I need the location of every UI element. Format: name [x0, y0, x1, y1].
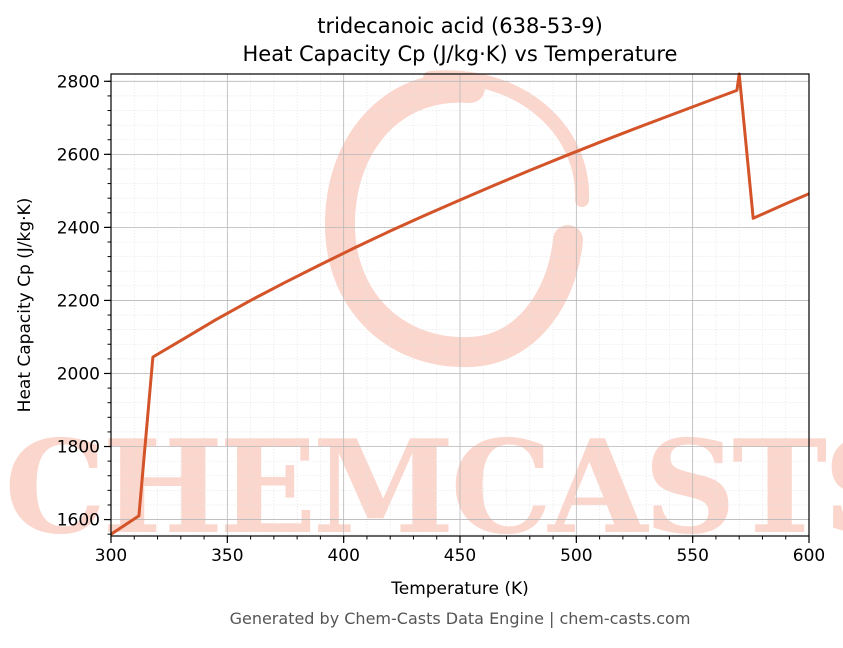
x-tick-label: 400 — [327, 546, 359, 566]
chart-title-line2: Heat Capacity Cp (J/kg·K) vs Temperature — [243, 42, 678, 66]
y-tick-label: 2600 — [57, 145, 100, 165]
plot-area — [110, 72, 810, 536]
y-tick-label: 2800 — [57, 72, 100, 92]
series-line — [110, 72, 810, 536]
axes: 300 350 400 450 500 550 600 1600 1800 2000 2200 240… — [57, 72, 825, 566]
y-tick-label: 2400 — [57, 218, 100, 238]
chart-title-line1: tridecanoic acid (638-53-9) — [317, 14, 603, 38]
footer-credit: Generated by Chem-Casts Data Engine | ch… — [230, 609, 691, 628]
y-tick-label: 2200 — [57, 291, 100, 311]
grid — [110, 74, 810, 536]
y-tick-label: 2000 — [57, 364, 100, 384]
x-tick-label: 300 — [95, 546, 127, 566]
x-tick-label: 550 — [676, 546, 708, 566]
y-axis-label: Heat Capacity Cp (J/kg·K) — [15, 198, 35, 413]
y-tick-label: 1800 — [57, 438, 100, 458]
x-tick-label: 350 — [211, 546, 243, 566]
x-axis-label: Temperature (K) — [390, 579, 529, 599]
x-tick-label: 450 — [444, 546, 476, 566]
watermark-text: CHEMCASTS — [4, 413, 843, 563]
chemcasts-watermark: CHEMCASTS — [4, 70, 843, 563]
x-tick-label: 500 — [560, 546, 592, 566]
y-tick-label: 1600 — [57, 511, 100, 531]
x-tick-label: 600 — [793, 546, 825, 566]
